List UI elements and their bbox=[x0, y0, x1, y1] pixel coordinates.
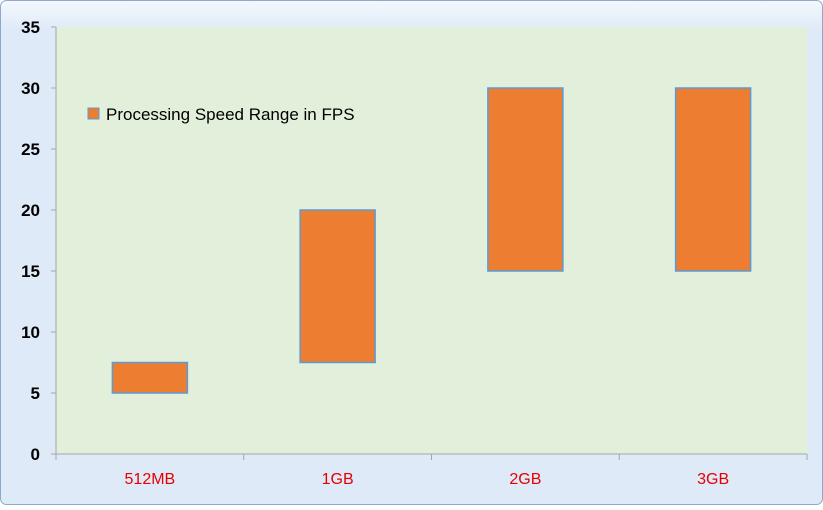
bar-1gb bbox=[299, 209, 376, 364]
bar-2gb bbox=[487, 87, 564, 272]
bar-512mb bbox=[111, 361, 189, 394]
bars bbox=[111, 87, 752, 394]
x-tick-label: 3GB bbox=[697, 471, 729, 488]
axes bbox=[51, 26, 808, 460]
y-tick-label: 0 bbox=[31, 445, 40, 464]
y-tick-label: 30 bbox=[21, 79, 40, 98]
x-tick-label: 2GB bbox=[509, 471, 541, 488]
y-tick-label: 35 bbox=[21, 18, 40, 37]
y-tick-label: 10 bbox=[21, 323, 40, 342]
y-tick-label: 5 bbox=[31, 384, 40, 403]
bar-3gb bbox=[674, 87, 752, 272]
x-tick-label: 1GB bbox=[322, 471, 354, 488]
x-tick-label: 512MB bbox=[125, 471, 176, 488]
y-tick-label: 20 bbox=[21, 201, 40, 220]
legend: Processing Speed Range in FPS bbox=[87, 105, 355, 124]
legend-label: Processing Speed Range in FPS bbox=[106, 105, 355, 124]
tick-labels: 0 5 10 15 20 25 30 35 512MB 1GB 2GB 3GB bbox=[21, 18, 729, 488]
y-tick-label: 25 bbox=[21, 140, 40, 159]
y-tick-label: 15 bbox=[21, 262, 40, 281]
legend-swatch bbox=[87, 107, 100, 120]
